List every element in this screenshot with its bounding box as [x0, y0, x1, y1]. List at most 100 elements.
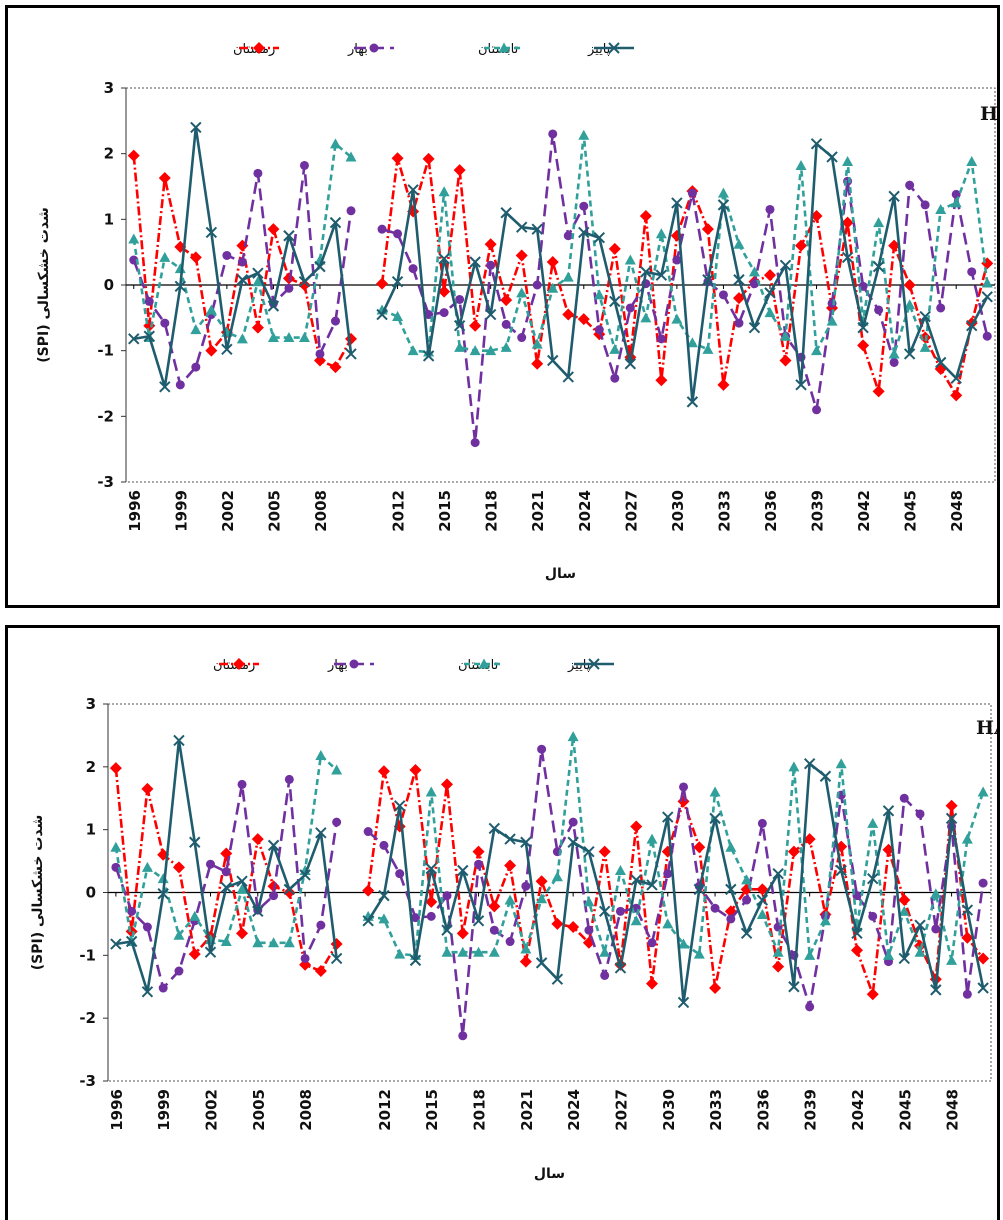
data-point: [914, 946, 926, 957]
data-point: [898, 894, 911, 907]
series-4: [110, 734, 989, 1009]
data-point: [725, 883, 737, 896]
y-tick-label: 3: [86, 695, 96, 713]
data-point: [872, 385, 885, 398]
data-point: [500, 294, 513, 307]
data-point: [314, 260, 326, 273]
legend-entry: زمستان: [213, 658, 259, 673]
data-point: [733, 238, 745, 249]
data-point: [221, 343, 233, 356]
data-point: [426, 911, 436, 921]
legend-label: بهار: [327, 658, 348, 673]
data-point: [748, 266, 760, 277]
data-point: [787, 845, 800, 858]
data-point: [425, 895, 438, 908]
data-point: [742, 895, 752, 905]
data-point: [252, 905, 264, 918]
data-point: [919, 341, 931, 352]
data-point: [393, 800, 406, 812]
data-point: [795, 239, 808, 252]
data-point: [205, 859, 215, 869]
data-point: [111, 862, 121, 872]
data-point: [857, 315, 869, 326]
data-point: [484, 238, 497, 251]
data-point: [488, 946, 500, 957]
data-point: [236, 875, 248, 887]
data-point: [345, 348, 357, 360]
data-point: [812, 405, 822, 415]
data-point: [935, 203, 947, 214]
data-point: [677, 996, 690, 1009]
data-point: [157, 873, 169, 884]
x-tick-label: 2008: [312, 490, 330, 532]
y-tick-label: -1: [97, 342, 114, 360]
legend-marker: [233, 658, 245, 670]
data-point: [883, 949, 895, 960]
data-point: [888, 190, 900, 203]
data-point: [977, 952, 990, 965]
x-tick-label: 2002: [219, 490, 237, 532]
data-point: [378, 913, 390, 924]
legend-entry: تابستان: [458, 658, 504, 673]
data-point: [930, 984, 942, 996]
data-point: [826, 151, 838, 163]
x-tick-label: 2033: [707, 1089, 725, 1131]
data-point: [283, 230, 295, 242]
data-point: [795, 379, 807, 391]
data-point: [805, 1002, 815, 1012]
x-tick-label: 2021: [529, 490, 547, 532]
data-point: [663, 869, 673, 879]
series-3: [110, 731, 989, 965]
data-point: [710, 903, 720, 913]
data-point: [284, 283, 294, 293]
data-point: [905, 180, 915, 190]
data-point: [500, 207, 512, 219]
data-point: [919, 310, 931, 323]
y-tick-label: 3: [104, 79, 114, 97]
data-point: [283, 332, 295, 343]
data-point: [725, 841, 737, 852]
data-point: [190, 324, 202, 335]
data-point: [873, 217, 885, 228]
data-point: [593, 289, 605, 300]
data-point: [646, 833, 658, 844]
data-point: [779, 259, 792, 272]
data-point: [841, 216, 854, 229]
chart-panel-a2: -3 -2 -1 0 1 2 3 1996 1999 2002 2005 2008 2012 2015 20…: [5, 5, 1000, 608]
x-axis-title: سال: [545, 566, 576, 582]
data-point: [671, 313, 683, 324]
data-point: [315, 349, 325, 359]
data-point: [868, 911, 878, 921]
data-point: [143, 330, 155, 342]
data-point: [204, 946, 217, 958]
data-point: [141, 986, 154, 998]
x-tick-label: 2030: [669, 490, 687, 532]
data-point: [409, 954, 422, 967]
data-point: [763, 269, 776, 282]
data-point: [647, 938, 657, 948]
data-point: [345, 151, 357, 162]
data-point: [110, 938, 122, 950]
data-point: [756, 883, 769, 896]
data-point: [726, 914, 736, 924]
data-point: [175, 380, 185, 390]
data-point: [537, 744, 547, 754]
data-point: [128, 333, 140, 345]
series-line: [367, 747, 985, 1038]
data-point: [803, 757, 816, 770]
data-point: [500, 341, 512, 352]
data-point: [205, 304, 217, 315]
data-point: [394, 948, 406, 959]
series-line: [367, 762, 985, 1004]
data-point: [982, 331, 992, 341]
data-point: [598, 845, 611, 858]
legend-marker: [608, 42, 620, 54]
data-point: [535, 875, 548, 888]
y-tick-label: -1: [79, 946, 96, 964]
data-point: [141, 861, 153, 872]
x-tick-label: 2024: [576, 490, 594, 532]
data-point: [702, 274, 714, 286]
x-tick-label: 2036: [754, 1089, 772, 1131]
data-point: [298, 279, 311, 291]
data-point: [946, 954, 958, 965]
